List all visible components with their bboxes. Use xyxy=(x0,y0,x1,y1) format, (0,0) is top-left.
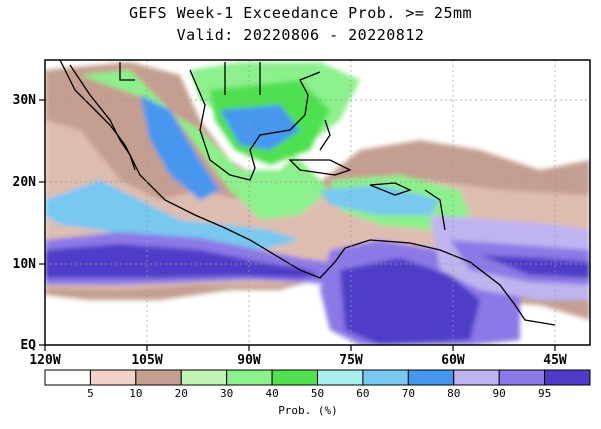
lat-label: 10N xyxy=(13,257,37,272)
colorbar-swatch xyxy=(44,369,91,386)
colorbar-tick-label: 80 xyxy=(447,387,460,400)
colorbar-tick-label: 95 xyxy=(538,387,551,400)
colorbar-swatch xyxy=(317,369,364,386)
colorbar-swatch xyxy=(271,369,319,386)
colorbar-tick-label: 40 xyxy=(265,387,278,400)
lon-label: 105W xyxy=(131,353,162,368)
colorbar-swatch xyxy=(544,369,591,386)
colorbar-swatch xyxy=(407,369,455,386)
colorbar-tick-label: 60 xyxy=(356,387,369,400)
colorbar-tick-label: 5 xyxy=(87,387,94,400)
lat-label: EQ xyxy=(20,338,36,353)
colorbar-swatch xyxy=(89,369,137,386)
colorbar-tick-label: 90 xyxy=(493,387,506,400)
colorbar-swatch xyxy=(135,369,182,386)
lon-label: 120W xyxy=(29,353,60,368)
lon-label: 90W xyxy=(237,353,261,368)
colorbar-tick-label: 10 xyxy=(129,387,142,400)
axis-ticks xyxy=(39,99,556,351)
colorbar-tick-label: 70 xyxy=(402,387,415,400)
lat-label: 20N xyxy=(13,175,37,190)
colorbar-swatch xyxy=(180,369,228,386)
colorbar-swatch xyxy=(498,369,546,386)
map-subtitle: Valid: 20220806 - 20220812 xyxy=(176,26,425,44)
colorbar-tick-label: 20 xyxy=(175,387,188,400)
map-title: GEFS Week-1 Exceedance Prob. >= 25mm xyxy=(128,4,473,22)
colorbar-swatch xyxy=(226,369,273,386)
colorbar-swatch xyxy=(453,369,500,386)
lon-label: 60W xyxy=(441,353,465,368)
map-frame xyxy=(44,59,591,346)
colorbar-swatch xyxy=(362,369,409,386)
lon-labels: 120W 105W 90W 75W 60W 45W xyxy=(29,353,567,368)
colorbar-tick-label: 30 xyxy=(220,387,233,400)
coastlines xyxy=(59,60,556,326)
probability-field xyxy=(45,60,590,345)
lon-label: 45W xyxy=(543,353,567,368)
colorbar-tick-label: 50 xyxy=(311,387,324,400)
colorbar: 5 10 20 30 40 50 60 70 80 90 95 xyxy=(44,369,591,400)
lat-label: 30N xyxy=(13,93,37,108)
graticule xyxy=(45,60,590,345)
lat-labels: 30N 20N 10N EQ xyxy=(13,93,37,353)
lon-label: 75W xyxy=(339,353,363,368)
colorbar-label: Prob. (%) xyxy=(278,404,338,417)
